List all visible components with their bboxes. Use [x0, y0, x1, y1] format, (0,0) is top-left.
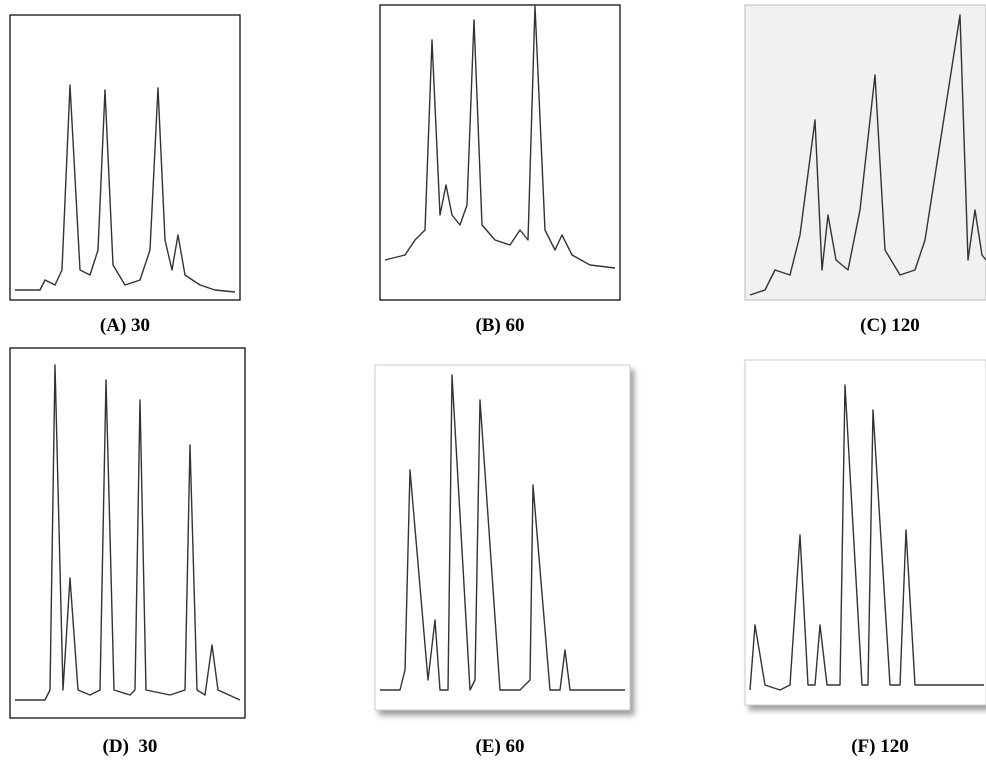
- panel-frame: [745, 5, 986, 300]
- panel-b: (B) 60: [380, 5, 620, 336]
- panel-caption: (B) 60: [475, 315, 524, 336]
- panel-frame: [10, 15, 240, 300]
- panel-frame: [745, 360, 986, 705]
- panel-caption: (F) 120: [851, 736, 909, 757]
- panel-a: (A) 30: [10, 15, 240, 336]
- panel-frame: [380, 5, 620, 300]
- panel-caption: (A) 30: [100, 315, 150, 336]
- figure: (A) 30 (B) 60 (C) 120 (D) 30 (E) 60 (F) …: [0, 0, 986, 761]
- panel-c: (C) 120: [745, 5, 986, 336]
- panel-d: (D) 30: [10, 348, 245, 757]
- panel-caption: (C) 120: [860, 315, 920, 336]
- panel-frame: [375, 365, 630, 710]
- panel-e: (E) 60: [375, 365, 630, 757]
- panel-caption: (E) 60: [475, 736, 524, 757]
- panel-f: (F) 120: [745, 360, 986, 757]
- panel-caption: (D) 30: [103, 736, 158, 757]
